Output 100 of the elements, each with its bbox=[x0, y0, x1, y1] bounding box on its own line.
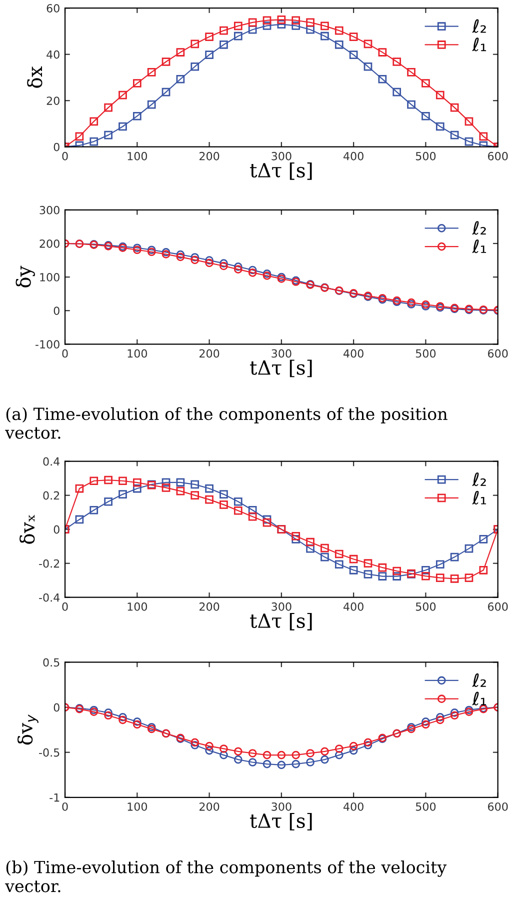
point bbox=[190, 491, 200, 500]
point bbox=[132, 112, 142, 120]
x-tick-label: 400 bbox=[344, 152, 364, 160]
point bbox=[234, 747, 242, 756]
x-axis-title: tΔτ [s] bbox=[250, 162, 312, 180]
y-tick-label: 0.2 bbox=[43, 491, 60, 500]
point bbox=[479, 535, 488, 544]
point bbox=[306, 18, 314, 27]
point bbox=[436, 560, 444, 569]
point bbox=[234, 497, 242, 506]
point bbox=[248, 758, 257, 766]
point bbox=[464, 117, 474, 126]
legend-label: ℓ₂ bbox=[472, 221, 486, 235]
point bbox=[436, 716, 444, 724]
point bbox=[118, 490, 127, 498]
point bbox=[90, 506, 98, 514]
point bbox=[364, 738, 372, 747]
point bbox=[349, 742, 358, 750]
point bbox=[132, 79, 142, 88]
point bbox=[190, 40, 200, 48]
y-tick-label: -1 bbox=[50, 794, 60, 802]
x-tick-label: 500 bbox=[416, 802, 436, 811]
point bbox=[292, 22, 300, 30]
point bbox=[220, 744, 228, 753]
point bbox=[436, 574, 444, 582]
x-axis-title: tΔτ [s] bbox=[250, 360, 312, 378]
point bbox=[118, 122, 127, 131]
point bbox=[205, 495, 214, 504]
point bbox=[220, 490, 228, 498]
point bbox=[436, 122, 444, 131]
point bbox=[450, 711, 459, 720]
x-tick-label: 500 bbox=[416, 152, 436, 160]
point bbox=[162, 484, 170, 492]
y-tick-label: -0.4 bbox=[39, 593, 60, 602]
x-axis-title: tΔτ [s] bbox=[250, 813, 312, 830]
point bbox=[364, 570, 372, 578]
point bbox=[464, 574, 474, 582]
point bbox=[334, 26, 344, 35]
y-tick-label: -0.5 bbox=[39, 748, 60, 757]
point bbox=[248, 18, 257, 27]
text: (a) Time-evolution of the components of the position vector. bbox=[5, 407, 448, 439]
x-tick-label: 200 bbox=[200, 152, 220, 160]
y-tick-label: 200 bbox=[40, 239, 60, 248]
point bbox=[176, 74, 185, 84]
x-tick-label: 500 bbox=[416, 349, 436, 358]
point bbox=[220, 40, 228, 49]
y-tick-label: -100 bbox=[35, 340, 60, 349]
point bbox=[132, 478, 142, 487]
x-tick-label: 100 bbox=[128, 602, 148, 611]
y-axis-title: δx bbox=[27, 66, 42, 88]
point bbox=[205, 746, 214, 755]
y-tick-label: 60 bbox=[46, 4, 60, 12]
point bbox=[277, 16, 286, 24]
point bbox=[450, 130, 459, 140]
point bbox=[248, 512, 257, 521]
point bbox=[205, 742, 214, 750]
point bbox=[277, 750, 286, 760]
point bbox=[90, 476, 98, 486]
point bbox=[464, 544, 474, 553]
point bbox=[104, 708, 112, 717]
point bbox=[450, 574, 459, 583]
point bbox=[205, 50, 214, 59]
point bbox=[147, 100, 156, 109]
x-tick-label: 100 bbox=[128, 349, 148, 358]
legend-label: ℓ₁ bbox=[472, 490, 486, 504]
point bbox=[320, 544, 329, 552]
point bbox=[147, 68, 156, 76]
x-tick-label: 600 bbox=[488, 152, 508, 160]
legend-label: ℓ₁ bbox=[472, 692, 486, 706]
point bbox=[306, 758, 314, 766]
point bbox=[262, 515, 272, 524]
point bbox=[90, 117, 98, 126]
point bbox=[176, 48, 185, 56]
point bbox=[422, 566, 430, 574]
point bbox=[132, 720, 142, 729]
point bbox=[104, 130, 112, 140]
legend-label: ℓ₂ bbox=[472, 19, 486, 33]
x-tick-label: 500 bbox=[416, 602, 436, 611]
point bbox=[320, 552, 329, 562]
y-axis-title: δv$_{y}$ bbox=[17, 714, 38, 745]
legend-label: ℓ₁ bbox=[472, 239, 486, 254]
x-tick-label: 300 bbox=[272, 602, 292, 611]
point bbox=[190, 256, 200, 264]
point bbox=[450, 552, 459, 562]
point bbox=[378, 563, 387, 572]
x-tick-label: 300 bbox=[272, 349, 292, 358]
point bbox=[364, 62, 372, 71]
x-tick-label: 600 bbox=[488, 602, 508, 611]
y-tick-label: 100 bbox=[40, 273, 60, 282]
point bbox=[118, 713, 127, 722]
x-tick-label: 0 bbox=[62, 802, 68, 811]
point bbox=[220, 26, 228, 35]
legend-label: ℓ₁ bbox=[472, 38, 486, 52]
point bbox=[176, 250, 185, 259]
point bbox=[162, 88, 170, 96]
point bbox=[176, 252, 185, 262]
point bbox=[176, 478, 185, 487]
point bbox=[378, 48, 387, 56]
y-axis-title: δy bbox=[16, 266, 35, 288]
point bbox=[306, 25, 314, 34]
